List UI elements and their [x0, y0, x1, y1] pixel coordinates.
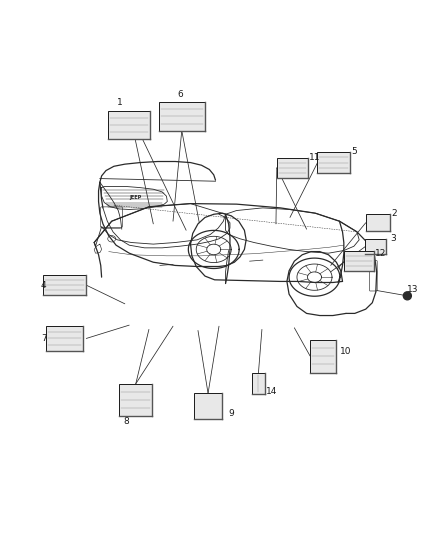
- Text: 14: 14: [266, 387, 277, 396]
- FancyBboxPatch shape: [159, 101, 205, 131]
- Text: 3: 3: [390, 235, 396, 243]
- FancyBboxPatch shape: [317, 152, 350, 173]
- Text: 5: 5: [351, 148, 357, 156]
- FancyBboxPatch shape: [252, 373, 265, 394]
- FancyBboxPatch shape: [365, 214, 389, 231]
- Text: 2: 2: [392, 209, 397, 217]
- Text: JEEP: JEEP: [130, 195, 142, 200]
- FancyBboxPatch shape: [46, 326, 83, 351]
- Text: 11: 11: [309, 154, 320, 162]
- Text: 4: 4: [41, 281, 46, 289]
- Text: 10: 10: [340, 348, 352, 356]
- FancyBboxPatch shape: [344, 251, 374, 271]
- FancyBboxPatch shape: [108, 111, 150, 139]
- FancyBboxPatch shape: [43, 275, 86, 295]
- FancyBboxPatch shape: [194, 393, 222, 419]
- FancyBboxPatch shape: [310, 340, 336, 373]
- Text: 9: 9: [228, 409, 234, 417]
- Text: 12: 12: [374, 249, 386, 258]
- Text: 8: 8: [123, 417, 129, 425]
- Text: 6: 6: [177, 91, 184, 99]
- Text: 1: 1: [117, 99, 123, 107]
- FancyBboxPatch shape: [119, 384, 152, 416]
- FancyBboxPatch shape: [365, 239, 386, 254]
- FancyBboxPatch shape: [277, 158, 308, 178]
- Text: 7: 7: [41, 334, 47, 343]
- Circle shape: [403, 292, 411, 300]
- Text: 13: 13: [407, 285, 418, 294]
